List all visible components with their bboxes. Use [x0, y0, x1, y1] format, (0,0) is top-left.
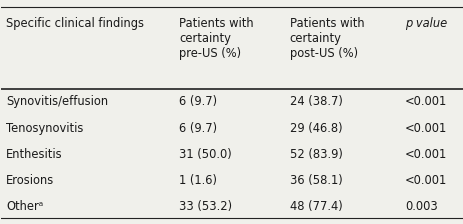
Text: 36 (58.1): 36 (58.1): [289, 174, 342, 187]
Text: 29 (46.8): 29 (46.8): [289, 121, 342, 135]
Text: 0.003: 0.003: [404, 200, 437, 213]
Text: 31 (50.0): 31 (50.0): [179, 148, 231, 161]
Text: 48 (77.4): 48 (77.4): [289, 200, 342, 213]
Text: Erosions: Erosions: [6, 174, 54, 187]
Text: 24 (38.7): 24 (38.7): [289, 95, 342, 108]
Text: <0.001: <0.001: [404, 174, 446, 187]
Text: <0.001: <0.001: [404, 95, 446, 108]
Text: Synovitis/effusion: Synovitis/effusion: [6, 95, 108, 108]
Text: Specific clinical findings: Specific clinical findings: [6, 17, 144, 30]
Text: 6 (9.7): 6 (9.7): [179, 121, 217, 135]
Text: 33 (53.2): 33 (53.2): [179, 200, 232, 213]
Text: Enthesitis: Enthesitis: [6, 148, 63, 161]
Text: 1 (1.6): 1 (1.6): [179, 174, 217, 187]
Text: Patients with
certainty
pre-US (%): Patients with certainty pre-US (%): [179, 17, 253, 60]
Text: Patients with
certainty
post-US (%): Patients with certainty post-US (%): [289, 17, 363, 60]
Text: p value: p value: [404, 17, 446, 30]
Text: 52 (83.9): 52 (83.9): [289, 148, 342, 161]
Text: Tenosynovitis: Tenosynovitis: [6, 121, 83, 135]
Text: 6 (9.7): 6 (9.7): [179, 95, 217, 108]
Text: <0.001: <0.001: [404, 121, 446, 135]
Text: Otherᵃ: Otherᵃ: [6, 200, 43, 213]
Text: <0.001: <0.001: [404, 148, 446, 161]
